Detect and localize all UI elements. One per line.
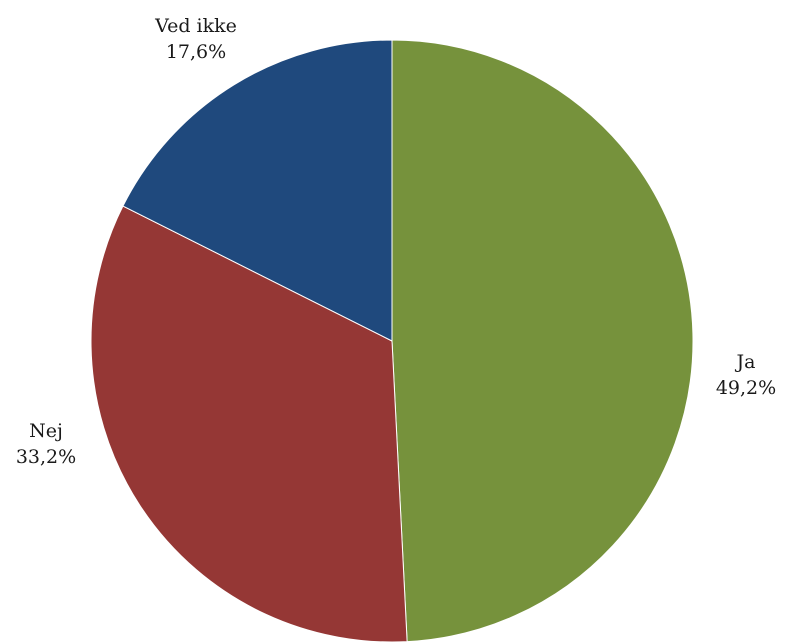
slice-value-label: 49,2% — [716, 377, 776, 399]
pie-slice-nej — [90, 205, 408, 643]
pie-slices — [90, 39, 694, 643]
slice-category-label: Ja — [735, 351, 756, 373]
pie-slice-ja — [391, 39, 694, 643]
slice-value-label: 33,2% — [16, 446, 76, 468]
slice-value-label: 17,6% — [166, 41, 226, 63]
pie-slice-ved-ikke — [122, 39, 393, 342]
slice-labels: Ja 49,2% Nej 33,2% Ved ikke 17,6% — [16, 15, 776, 468]
slice-category-label: Nej — [29, 420, 63, 442]
slice-category-label: Ved ikke — [154, 15, 237, 37]
